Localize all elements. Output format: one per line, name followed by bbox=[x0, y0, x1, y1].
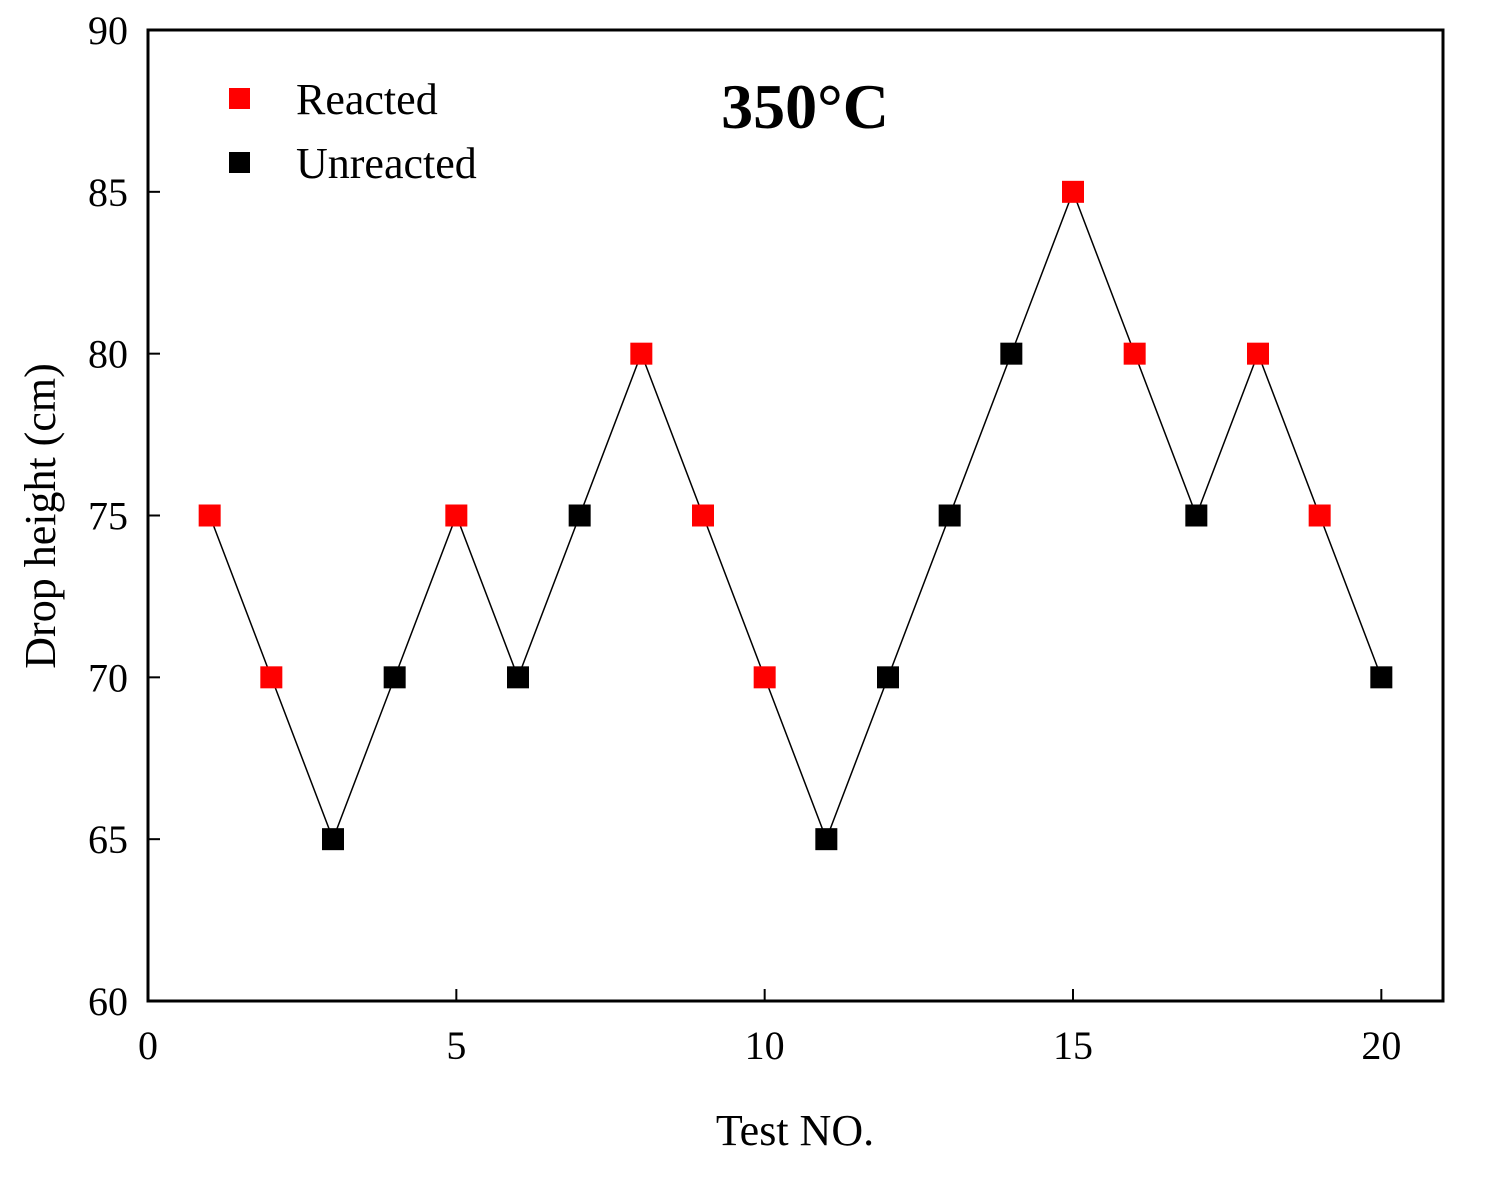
legend-label-unreacted: Unreacted bbox=[296, 139, 477, 188]
point-reacted-test-2 bbox=[260, 666, 283, 689]
point-reacted-test-10 bbox=[753, 666, 776, 689]
y-tick-label-65: 65 bbox=[88, 817, 128, 862]
x-tick-label-5: 5 bbox=[446, 1023, 466, 1068]
point-reacted-test-9 bbox=[692, 504, 714, 527]
point-unreacted-test-14 bbox=[1000, 342, 1023, 365]
data-markers bbox=[198, 180, 1393, 851]
x-tick-label-15: 15 bbox=[1053, 1023, 1093, 1068]
legend-marker-reacted bbox=[229, 88, 250, 109]
legend: Reacted Unreacted bbox=[229, 75, 477, 188]
axis-ticks: 0 5 10 15 20 60 65 70 75 80 85 90 bbox=[88, 8, 1401, 1068]
point-reacted-test-18 bbox=[1247, 342, 1269, 365]
point-reacted-test-8 bbox=[630, 342, 653, 365]
point-unreacted-test-3 bbox=[322, 828, 344, 851]
point-unreacted-test-7 bbox=[568, 504, 591, 527]
temperature-annotation: 350°C bbox=[721, 71, 889, 142]
point-unreacted-test-11 bbox=[815, 828, 838, 851]
point-reacted-test-1 bbox=[198, 504, 221, 527]
y-axis-title: Drop height (cm) bbox=[16, 363, 65, 668]
point-unreacted-test-6 bbox=[507, 666, 529, 689]
legend-marker-unreacted bbox=[229, 152, 250, 173]
x-tick-label-10: 10 bbox=[745, 1023, 785, 1068]
point-reacted-test-16 bbox=[1123, 342, 1146, 365]
point-unreacted-test-12 bbox=[877, 666, 899, 689]
point-reacted-test-5 bbox=[445, 504, 468, 527]
y-tick-label-75: 75 bbox=[88, 494, 128, 539]
point-unreacted-test-20 bbox=[1370, 666, 1393, 689]
point-unreacted-test-13 bbox=[938, 504, 961, 527]
point-unreacted-test-17 bbox=[1185, 504, 1208, 527]
point-reacted-test-19 bbox=[1308, 504, 1331, 527]
x-tick-label-20: 20 bbox=[1361, 1023, 1401, 1068]
series-connector-lines bbox=[208, 189, 1383, 842]
x-tick-label-0: 0 bbox=[138, 1023, 158, 1068]
connector-line bbox=[208, 189, 1383, 842]
y-tick-label-60: 60 bbox=[88, 979, 128, 1024]
y-tick-label-70: 70 bbox=[88, 655, 128, 700]
y-tick-label-80: 80 bbox=[88, 332, 128, 377]
y-tick-label-90: 90 bbox=[88, 8, 128, 53]
x-axis-title: Test NO. bbox=[716, 1106, 874, 1155]
point-reacted-test-15 bbox=[1062, 180, 1084, 203]
legend-label-reacted: Reacted bbox=[296, 75, 438, 124]
y-tick-label-85: 85 bbox=[88, 170, 128, 215]
point-unreacted-test-4 bbox=[383, 666, 406, 689]
